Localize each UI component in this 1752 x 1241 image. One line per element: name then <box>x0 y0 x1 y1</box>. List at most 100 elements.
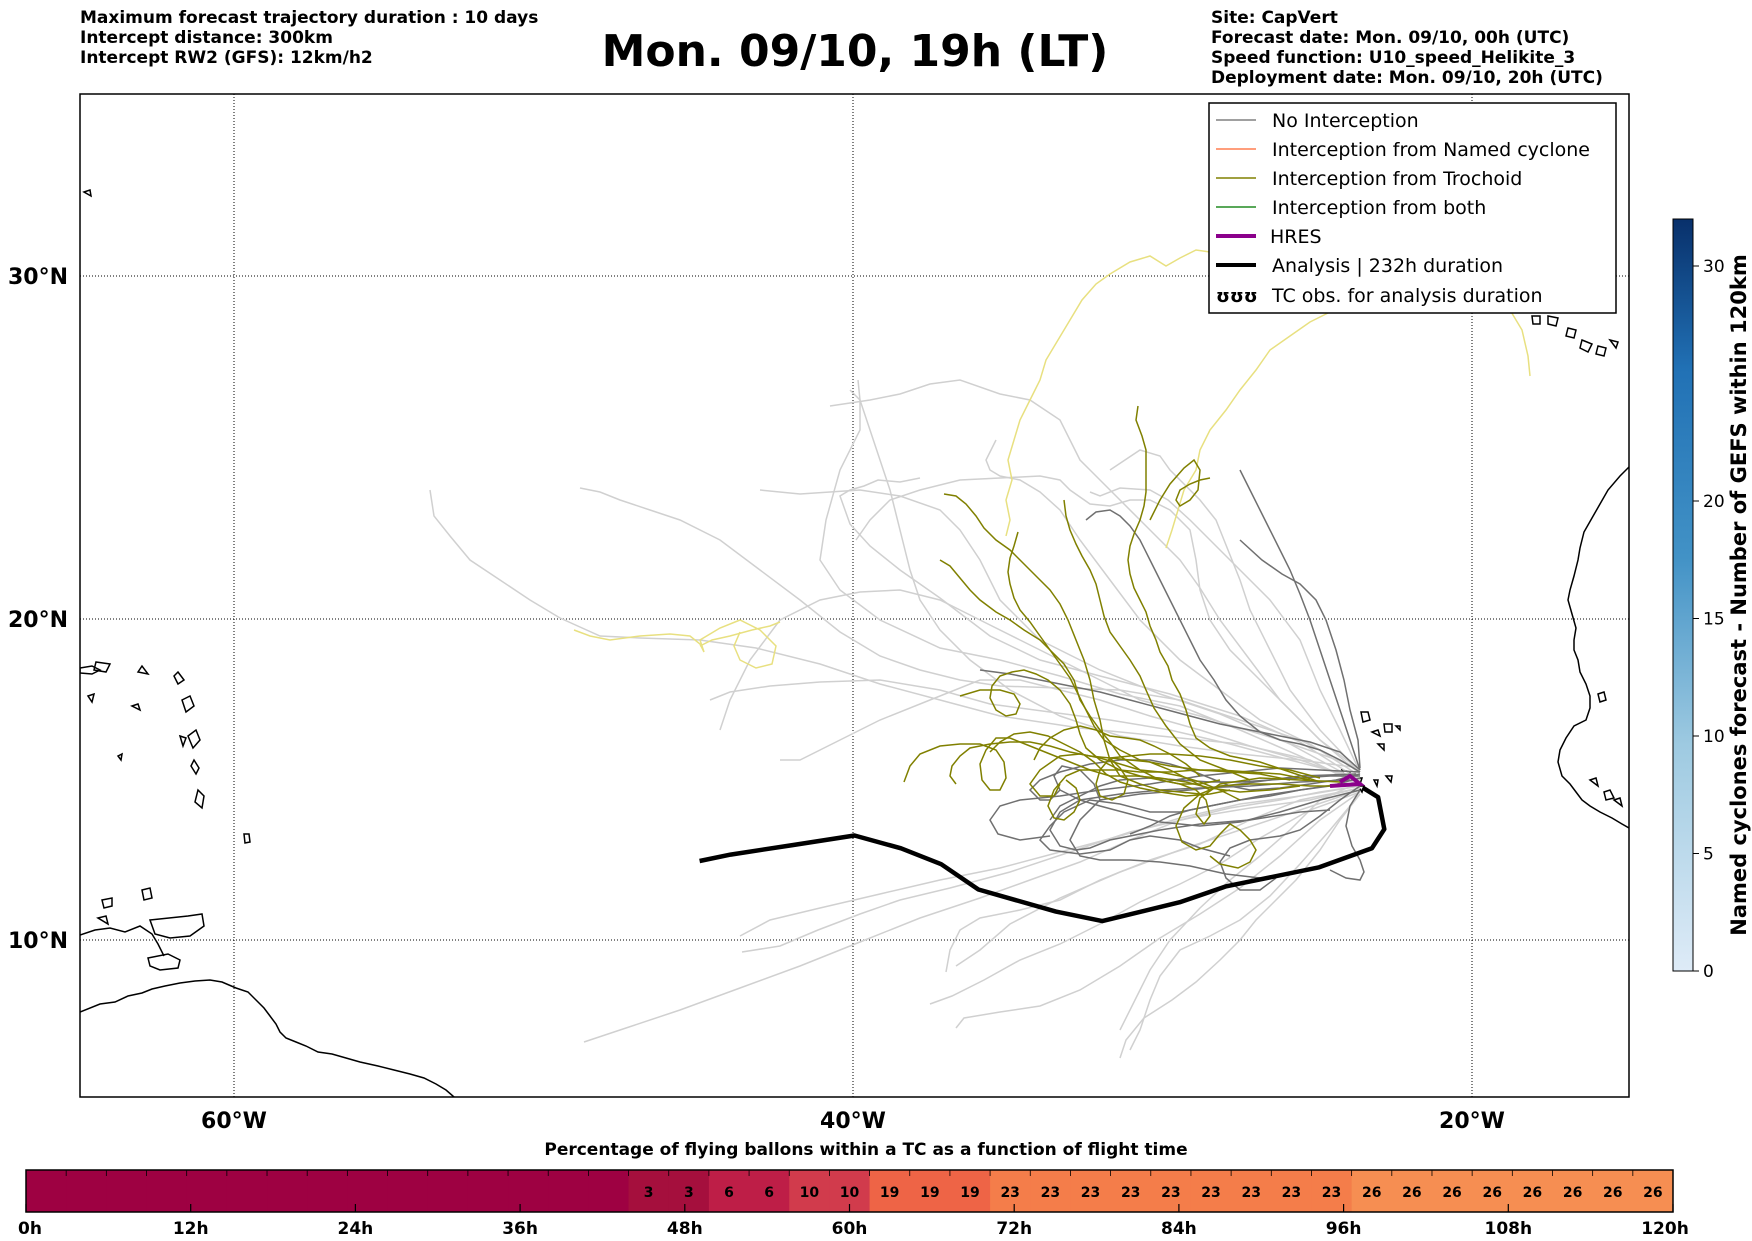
tobago-coast <box>148 913 205 939</box>
site-text: Site: CapVert <box>1211 8 1338 28</box>
timebar-cell-label: 23 <box>1282 1185 1301 1201</box>
canary-islands <box>1531 315 1619 357</box>
timebar-cell <box>628 1170 670 1212</box>
colorbar-tick-label: 0 <box>1703 962 1714 982</box>
flight-time-bar: Percentage of flying ballons within a TC… <box>18 1140 1689 1239</box>
legend-label: TC obs. for analysis duration <box>1271 285 1543 307</box>
timebar-cell <box>1431 1170 1473 1212</box>
cyclone-colorbar: 0 5 10 15 20 30 Named cyclones forecast - Num… <box>1672 218 1751 982</box>
timebar-cell <box>789 1170 830 1212</box>
lat-label-30n: 30°N <box>8 265 68 290</box>
legend-item-both: Interception from both <box>1216 197 1486 219</box>
timebar-tick-label: 108h <box>1485 1219 1533 1239</box>
timebar-cell-label: 26 <box>1362 1185 1381 1201</box>
timebar-cell <box>106 1170 148 1212</box>
timebar-cell <box>708 1170 750 1212</box>
colorbar-tick-label: 10 <box>1703 727 1725 747</box>
africa-coast <box>1557 466 1629 829</box>
trajectory-duration-text: Maximum forecast trajectory duration : 1… <box>80 8 539 28</box>
timebar-cell <box>26 1170 67 1212</box>
timebar-cell <box>749 1170 790 1212</box>
lon-label-20w: 20°W <box>1439 1109 1505 1134</box>
timebar-cell-label: 19 <box>920 1185 939 1201</box>
timebar-cell-label: 23 <box>1201 1185 1220 1201</box>
timebar-cell-label: 10 <box>800 1185 820 1201</box>
timebar-cell-label: 6 <box>724 1185 734 1201</box>
timebar-cell-label: 6 <box>764 1185 774 1201</box>
timebar-cell <box>66 1170 107 1212</box>
legend: No Interception Interception from Named … <box>1208 102 1617 314</box>
timebar-tick-label: 72h <box>996 1219 1032 1239</box>
timebar-cell <box>1351 1170 1393 1212</box>
timebar-cell <box>347 1170 389 1212</box>
africa-coast-detail <box>1588 691 1624 808</box>
site-parameters: Site: CapVert Forecast date: Mon. 09/10,… <box>1211 8 1603 88</box>
timebar-cell <box>1190 1170 1232 1212</box>
graticule <box>80 94 1629 1097</box>
legend-label: Analysis | 232h duration <box>1272 255 1503 277</box>
speed-function-text: Speed function: U10_speed_Helikite_3 <box>1211 48 1576 68</box>
timebar-cell-label: 10 <box>840 1185 860 1201</box>
coastlines <box>80 189 1629 1097</box>
timebar-cell <box>1030 1170 1071 1212</box>
lon-label-60w: 60°W <box>201 1109 267 1134</box>
legend-item-named-cyclone: Interception from Named cyclone <box>1216 139 1590 161</box>
deployment-date-text: Deployment date: Mon. 09/10, 20h (UTC) <box>1211 68 1603 88</box>
timebar-cell-label: 26 <box>1402 1185 1421 1201</box>
timebar-tick-label: 84h <box>1161 1219 1197 1239</box>
page-title: Mon. 09/10, 19h (LT) <box>601 26 1109 77</box>
timebar-cell-label: 3 <box>644 1185 654 1201</box>
legend-item-tc-obs: ʊʊʊ TC obs. for analysis duration <box>1216 285 1543 307</box>
timebar-cell <box>1592 1170 1634 1212</box>
timebar-cell <box>990 1170 1031 1212</box>
timebar-cell <box>267 1170 308 1212</box>
trajectories-trochoid <box>903 405 1341 869</box>
legend-item-hres: HRES <box>1216 226 1322 248</box>
colorbar-tick-label: 30 <box>1703 257 1725 277</box>
map-frame <box>79 93 1630 1098</box>
timebar-cell-label: 23 <box>1241 1185 1260 1201</box>
timebar-cell-label: 23 <box>1081 1185 1100 1201</box>
timebar-cell-label: 19 <box>880 1185 899 1201</box>
timebar-cell-label: 23 <box>1000 1185 1019 1201</box>
timebar-cell-label: 26 <box>1643 1185 1662 1201</box>
leeward-islands <box>93 661 195 714</box>
timebar-cell <box>1271 1170 1312 1212</box>
analysis-trajectory <box>699 785 1387 924</box>
timebar-cell-label: 19 <box>960 1185 979 1201</box>
timebar-cell <box>146 1170 188 1212</box>
lat-label-20n: 20°N <box>8 608 68 633</box>
timebar-tick-label: 24h <box>338 1219 374 1239</box>
legend-label: No Interception <box>1272 110 1419 132</box>
latitude-labels: 30°N 20°N 10°N <box>8 265 68 954</box>
dominica-coast <box>190 758 200 776</box>
timebar-cell <box>1552 1170 1594 1212</box>
antigua-coast <box>178 734 187 749</box>
timebar-cell <box>1512 1170 1553 1212</box>
timebar-cell-label: 26 <box>1442 1185 1461 1201</box>
colorbar-ticks: 0 5 10 15 20 30 <box>1693 257 1725 982</box>
timebar-tick-label: 36h <box>502 1219 538 1239</box>
legend-label: HRES <box>1270 226 1322 248</box>
timebar-cell <box>1472 1170 1513 1212</box>
trinidad-coast <box>147 953 181 971</box>
puerto-rico-coast <box>80 665 102 675</box>
colorbar-label: Named cyclones forecast - Number of GEFS… <box>1727 254 1751 935</box>
timebar-cell <box>427 1170 469 1212</box>
timebar-cell <box>467 1170 509 1212</box>
timebar-cell <box>869 1170 911 1212</box>
timebar-cell <box>588 1170 630 1212</box>
timebar-cell <box>1150 1170 1192 1212</box>
lat-label-10n: 10°N <box>8 929 68 954</box>
timebar-cell <box>548 1170 589 1212</box>
trajectories-no-interception-light <box>429 379 1361 1059</box>
timebar-cell-label: 23 <box>1041 1185 1060 1201</box>
legend-item-no-interception: No Interception <box>1216 110 1419 132</box>
guadeloupe-coast <box>187 728 201 750</box>
timebar-tick-label: 96h <box>1326 1219 1362 1239</box>
colorbar-tick-label: 20 <box>1703 492 1725 512</box>
legend-label: Interception from both <box>1272 197 1486 219</box>
timebar-cell <box>186 1170 228 1212</box>
timebar-cell <box>226 1170 268 1212</box>
